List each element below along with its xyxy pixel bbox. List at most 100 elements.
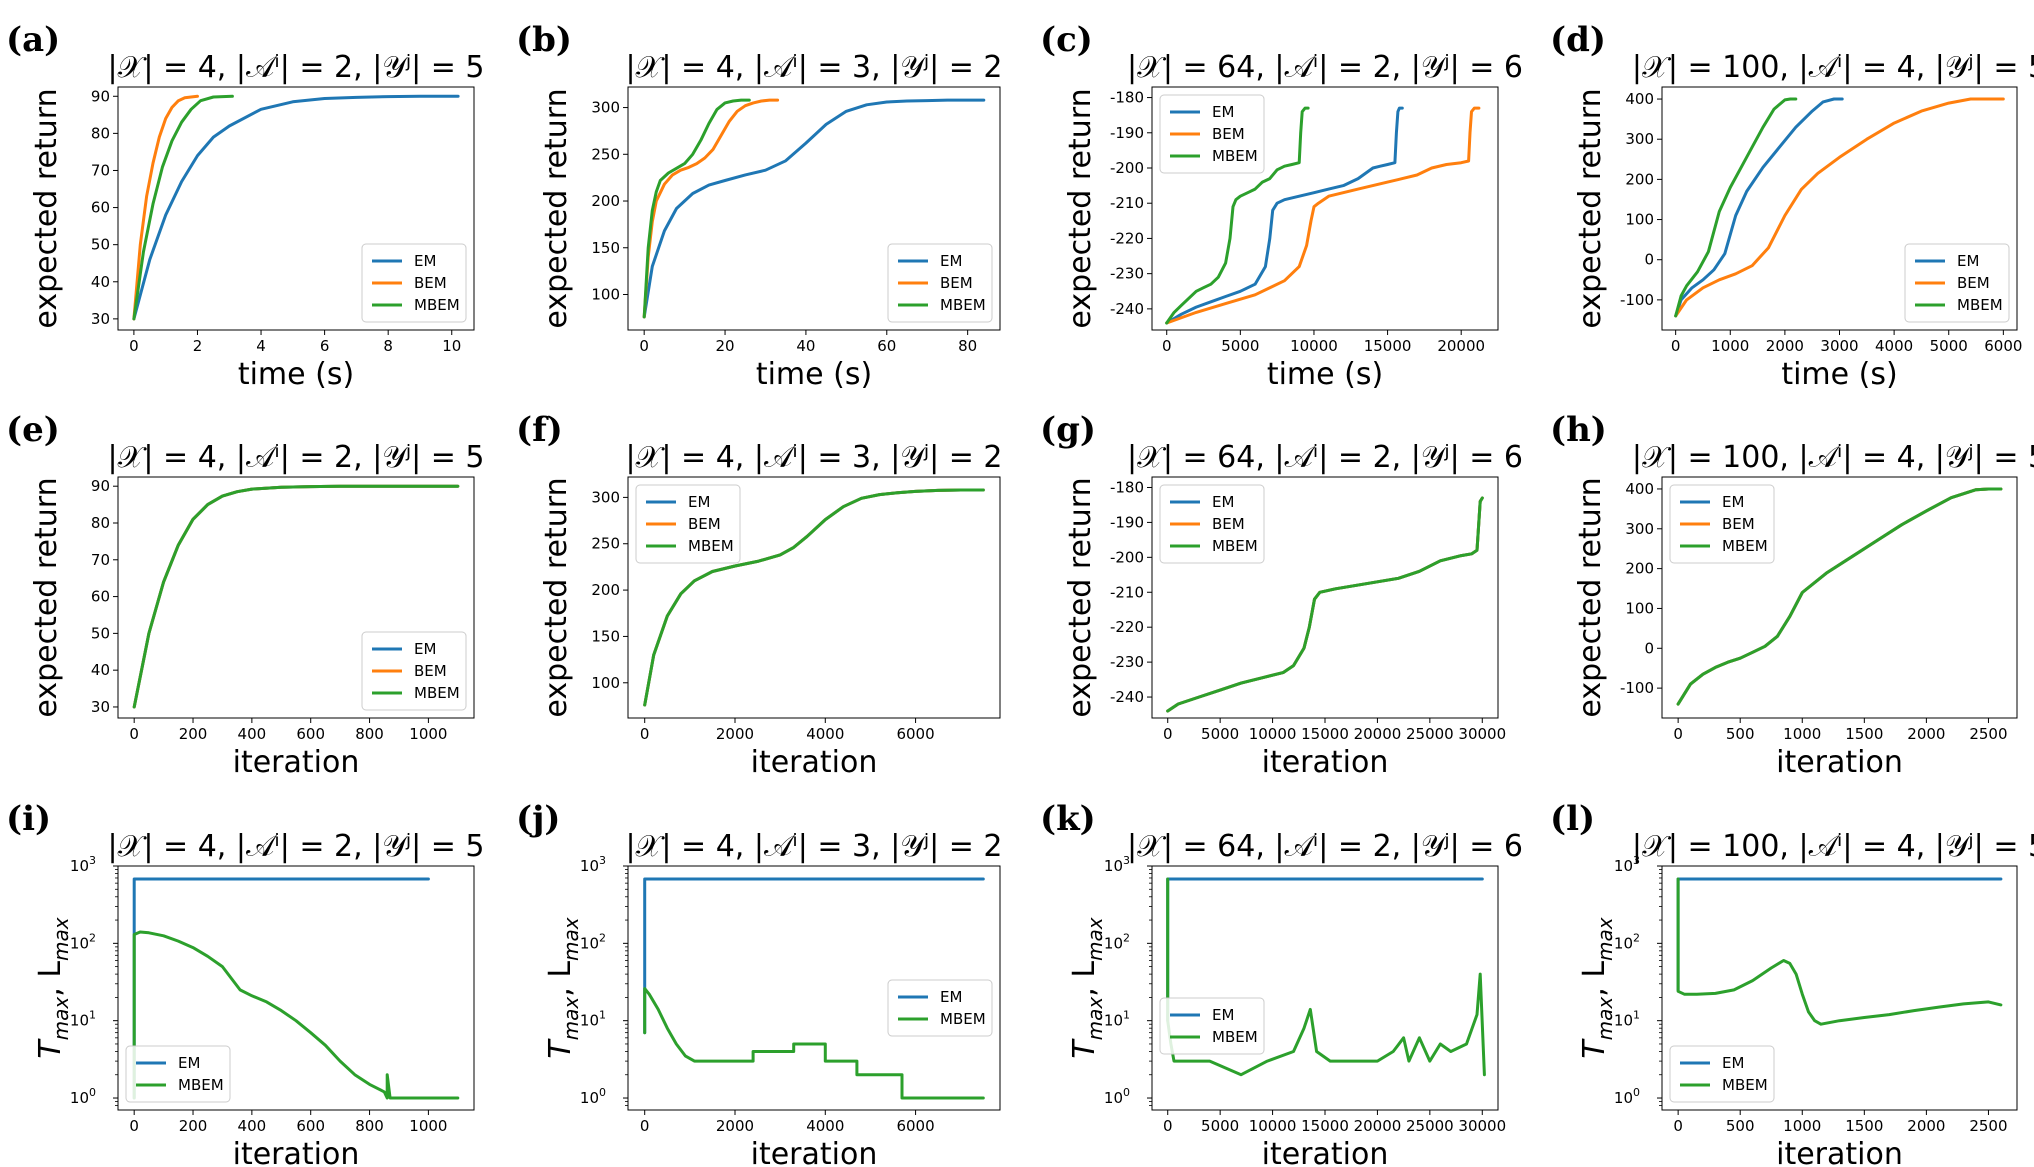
x-tick-label: 1000 bbox=[1783, 725, 1821, 743]
y-tick-label: -230 bbox=[1110, 653, 1144, 671]
series-line-mbem bbox=[643, 488, 985, 707]
series-line-mbem bbox=[132, 484, 460, 709]
x-tick-label: 0 bbox=[640, 725, 650, 743]
x-axis-label: iteration bbox=[1776, 745, 1903, 780]
y-tick-label: 80 bbox=[91, 124, 110, 142]
series-line-em bbox=[643, 877, 985, 1035]
panel-a: (a) |𝒳| = 4, |𝒜ⁱ| = 2, |𝒴ʲ| = 5 0 2 4 6 8 10 30 4… bbox=[6, 20, 484, 392]
x-axis-label: iteration bbox=[233, 1137, 360, 1167]
x-tick-label: 5000 bbox=[1221, 337, 1259, 355]
y-tick-label: 80 bbox=[91, 514, 110, 532]
x-tick-label: 6000 bbox=[896, 725, 934, 743]
chart-title: |𝒳| = 100, |𝒜ⁱ| = 4, |𝒴ʲ| = 5 bbox=[1632, 50, 2034, 85]
panel-h: (h) |𝒳| = 100, |𝒜ⁱ| = 4, |𝒴ʲ| = 5 0 500 1000… bbox=[1550, 410, 2034, 780]
series-line-mbem bbox=[1676, 877, 2003, 1026]
legend-label-em: EM bbox=[1212, 493, 1234, 511]
y-tick-label: 0 bbox=[1644, 639, 1654, 657]
y-tick-label: -180 bbox=[1110, 478, 1144, 496]
x-tick-label: 8 bbox=[383, 337, 393, 355]
x-tick-label: 0 bbox=[640, 1117, 650, 1135]
legend-label-mbem: MBEM bbox=[178, 1076, 224, 1094]
x-tick-label: 15000 bbox=[1364, 337, 1412, 355]
x-tick-label: 0 bbox=[639, 337, 649, 355]
y-axis-label: expected return bbox=[539, 477, 574, 717]
y-tick-label: -210 bbox=[1110, 583, 1144, 601]
y-axis-label: expected return bbox=[1063, 88, 1098, 328]
chart-title: |𝒳| = 64, |𝒜ⁱ| = 2, |𝒴ʲ| = 6 bbox=[1127, 829, 1523, 864]
panel-letter: (e) bbox=[6, 410, 60, 450]
x-tick-label: 500 bbox=[1726, 725, 1755, 743]
panel-letter: (l) bbox=[1550, 799, 1595, 839]
legend-box bbox=[1904, 243, 2010, 323]
x-tick-label: 4000 bbox=[806, 725, 844, 743]
y-tick-label: 102 bbox=[1104, 931, 1130, 952]
y-tick-label: 60 bbox=[91, 588, 110, 606]
x-tick-label: 2 bbox=[193, 337, 203, 355]
legend-box bbox=[635, 484, 741, 564]
legend-box bbox=[1159, 997, 1265, 1055]
y-tick-label: 30 bbox=[91, 698, 110, 716]
legend-label-em: EM bbox=[1722, 493, 1744, 511]
legend-label-em: EM bbox=[414, 252, 436, 270]
y-tick-label: 200 bbox=[591, 192, 620, 210]
legend: EM BEM MBEM bbox=[1159, 484, 1265, 564]
series-group bbox=[1676, 877, 2003, 1026]
x-tick-label: 1000 bbox=[409, 1117, 447, 1135]
y-axis-label: Tmax, Lmax bbox=[543, 917, 583, 1058]
legend: EM MBEM bbox=[887, 979, 993, 1037]
x-axis-label: iteration bbox=[1262, 745, 1389, 780]
x-tick-label: 60 bbox=[877, 337, 896, 355]
y-tick-label: 100 bbox=[591, 285, 620, 303]
y-tick-label: 300 bbox=[1625, 520, 1654, 538]
legend-label-em: EM bbox=[1212, 1006, 1234, 1024]
y-tick-label: 150 bbox=[591, 627, 620, 645]
panel-e: (e) |𝒳| = 4, |𝒜ⁱ| = 2, |𝒴ʲ| = 5 0 200 400 600… bbox=[6, 410, 484, 780]
x-tick-label: 2000 bbox=[716, 1117, 754, 1135]
y-tick-label: 150 bbox=[591, 239, 620, 257]
x-tick-label: 800 bbox=[355, 725, 384, 743]
legend-label-mbem: MBEM bbox=[414, 296, 460, 314]
plot-frame bbox=[627, 865, 1001, 1111]
y-tick-label: -240 bbox=[1110, 300, 1144, 318]
y-tick-label: -100 bbox=[1620, 679, 1654, 697]
legend-box bbox=[1669, 1045, 1775, 1103]
series-line-em bbox=[1676, 877, 2003, 992]
x-tick-label: 2000 bbox=[1766, 337, 1804, 355]
legend: EM BEM MBEM bbox=[635, 484, 741, 564]
x-tick-label: 2500 bbox=[1969, 725, 2007, 743]
panel-letter: (h) bbox=[1550, 410, 1607, 450]
x-tick-label: 1000 bbox=[1783, 1117, 1821, 1135]
x-tick-label: 0 bbox=[1163, 725, 1173, 743]
x-tick-label: 15000 bbox=[1301, 725, 1349, 743]
panel-j: (j) |𝒳| = 4, |𝒜ⁱ| = 3, |𝒴ʲ| = 2 0 2000 4000 6… bbox=[516, 799, 1002, 1167]
panel-g: (g) |𝒳| = 64, |𝒜ⁱ| = 2, |𝒴ʲ| = 6 0 5000 1000… bbox=[1040, 410, 1523, 780]
x-tick-label: 6000 bbox=[896, 1117, 934, 1135]
y-tick-label: 101 bbox=[580, 1009, 606, 1030]
x-tick-label: 40 bbox=[796, 337, 815, 355]
x-tick-label: 4000 bbox=[1875, 337, 1913, 355]
x-tick-label: 200 bbox=[179, 1117, 208, 1135]
y-tick-label: 100 bbox=[1625, 211, 1654, 229]
chart-title: |𝒳| = 100, |𝒜ⁱ| = 4, |𝒴ʲ| = 5 bbox=[1632, 440, 2034, 475]
series-line-mbem bbox=[1166, 877, 1486, 1077]
plot-frame bbox=[1661, 476, 2018, 719]
x-tick-label: 20000 bbox=[1354, 725, 1402, 743]
x-tick-label: 800 bbox=[355, 1117, 384, 1135]
plot-frame bbox=[117, 86, 475, 331]
x-tick-label: 0 bbox=[1671, 337, 1681, 355]
x-tick-label: 25000 bbox=[1406, 1117, 1454, 1135]
series-line-em bbox=[132, 94, 460, 321]
series-line-em bbox=[642, 98, 986, 319]
x-tick-label: 2000 bbox=[1907, 1117, 1945, 1135]
plot-frame bbox=[627, 476, 1001, 719]
legend-label-bem: BEM bbox=[688, 515, 721, 533]
x-tick-label: 1500 bbox=[1845, 725, 1883, 743]
series-line-em bbox=[1165, 106, 1404, 325]
series-line-bem bbox=[1674, 97, 2005, 318]
legend-box bbox=[1669, 484, 1775, 564]
x-tick-label: 20000 bbox=[1354, 1117, 1402, 1135]
x-tick-label: 400 bbox=[238, 1117, 267, 1135]
series-group bbox=[132, 484, 460, 709]
y-axis-label: expected return bbox=[29, 88, 64, 328]
chart-title: |𝒳| = 4, |𝒜ⁱ| = 3, |𝒴ʲ| = 2 bbox=[626, 829, 1003, 864]
